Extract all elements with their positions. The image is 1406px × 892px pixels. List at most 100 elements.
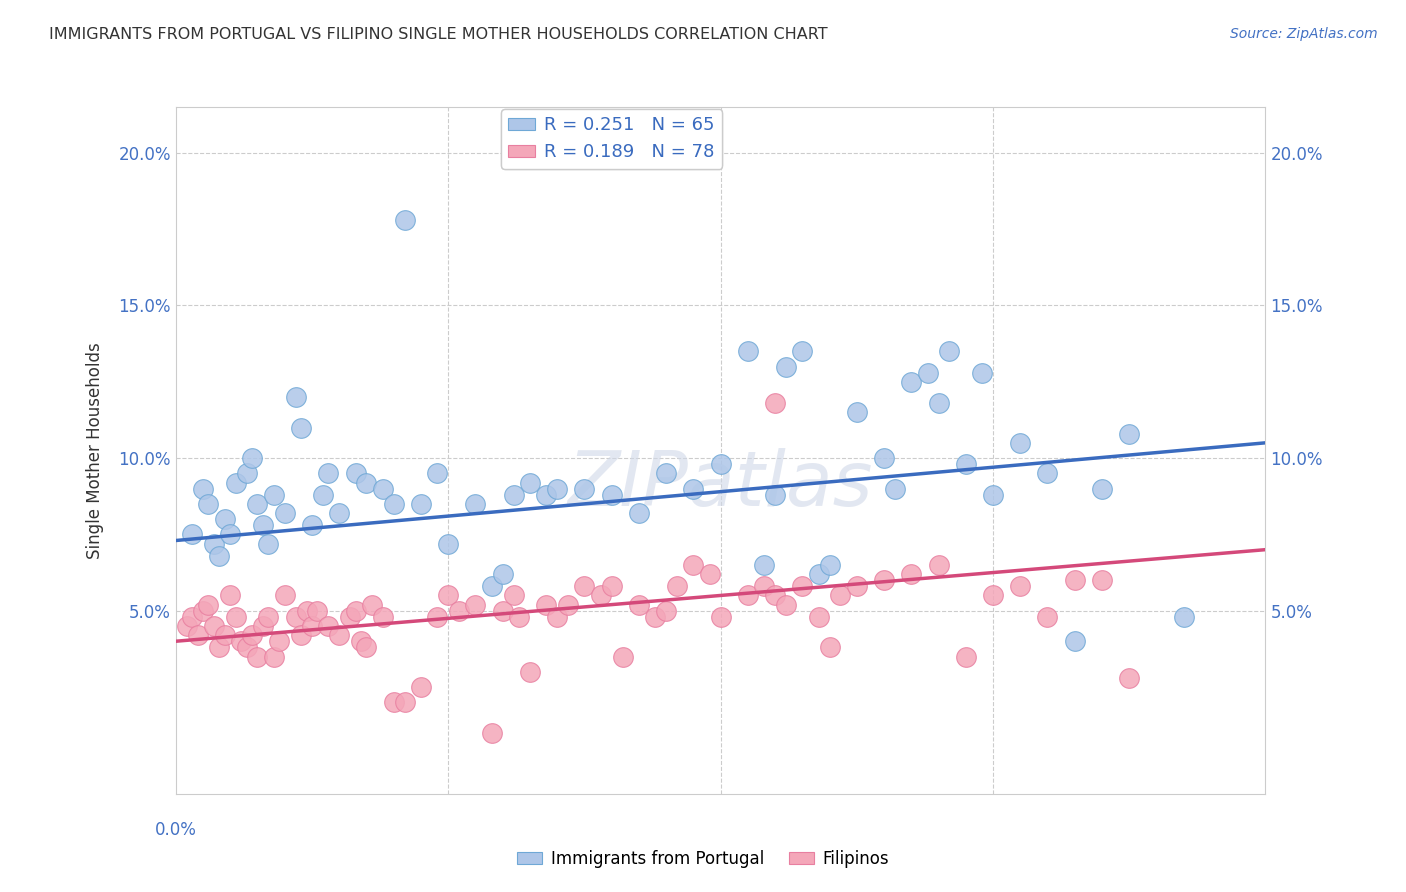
Point [502,488,524,502]
Point [208,640,231,655]
Point [181,610,204,624]
Point [792,579,814,593]
Point [318,619,340,633]
Point [737,344,759,359]
Point [775,598,797,612]
Point [900,567,922,582]
Point [845,405,868,419]
Point [884,482,907,496]
Point [382,695,405,709]
Point [290,628,312,642]
Point [928,558,950,572]
Text: 0.0%: 0.0% [155,822,197,839]
Text: IMMIGRANTS FROM PORTUGAL VS FILIPINO SINGLE MOTHER HOUSEHOLDS CORRELATION CHART: IMMIGRANTS FROM PORTUGAL VS FILIPINO SIN… [49,27,828,42]
Point [176,619,198,633]
Point [492,604,515,618]
Point [235,467,257,481]
Point [1063,634,1085,648]
Point [295,604,318,618]
Point [231,634,253,648]
Point [219,589,242,603]
Point [574,579,596,593]
Point [318,467,340,481]
Point [437,589,460,603]
Point [792,344,814,359]
Point [1036,467,1059,481]
Point [246,649,269,664]
Point [235,640,257,655]
Point [557,598,579,612]
Point [917,366,939,380]
Point [350,634,373,648]
Legend: R = 0.251   N = 65, R = 0.189   N = 78: R = 0.251 N = 65, R = 0.189 N = 78 [501,109,723,169]
Point [682,558,704,572]
Point [409,680,432,694]
Point [181,527,204,541]
Point [464,598,486,612]
Y-axis label: Single Mother Households: Single Mother Households [87,343,104,558]
Point [873,573,896,587]
Point [191,482,214,496]
Point [219,527,242,541]
Point [1173,610,1195,624]
Point [252,619,274,633]
Point [186,628,209,642]
Point [257,610,280,624]
Point [371,482,394,496]
Point [344,604,367,618]
Point [214,512,236,526]
Point [710,610,733,624]
Point [492,567,515,582]
Point [360,598,382,612]
Point [1010,435,1032,450]
Point [574,482,596,496]
Point [508,610,530,624]
Point [807,610,830,624]
Point [955,457,977,471]
Point [519,475,541,490]
Point [775,359,797,374]
Point [225,475,247,490]
Legend: Immigrants from Portugal, Filipinos: Immigrants from Portugal, Filipinos [510,844,896,875]
Point [214,628,236,642]
Point [274,506,297,520]
Point [807,567,830,582]
Point [970,366,993,380]
Point [981,589,1004,603]
Point [600,579,623,593]
Point [197,598,219,612]
Point [682,482,704,496]
Point [1091,573,1114,587]
Point [873,451,896,466]
Point [519,665,541,679]
Point [737,589,759,603]
Point [830,589,852,603]
Point [426,467,449,481]
Point [339,610,361,624]
Point [546,482,568,496]
Point [447,604,470,618]
Point [845,579,868,593]
Point [1063,573,1085,587]
Point [655,604,678,618]
Point [589,589,612,603]
Point [534,598,557,612]
Point [301,518,323,533]
Point [202,619,225,633]
Point [754,558,776,572]
Text: ZIPatlas: ZIPatlas [568,448,873,522]
Point [257,536,280,550]
Point [312,488,335,502]
Point [481,579,503,593]
Point [394,695,416,709]
Point [900,375,922,389]
Point [191,604,214,618]
Point [938,344,960,359]
Point [1118,671,1140,685]
Point [655,467,678,481]
Point [225,610,247,624]
Point [1036,610,1059,624]
Point [502,589,524,603]
Point [818,558,841,572]
Point [246,497,269,511]
